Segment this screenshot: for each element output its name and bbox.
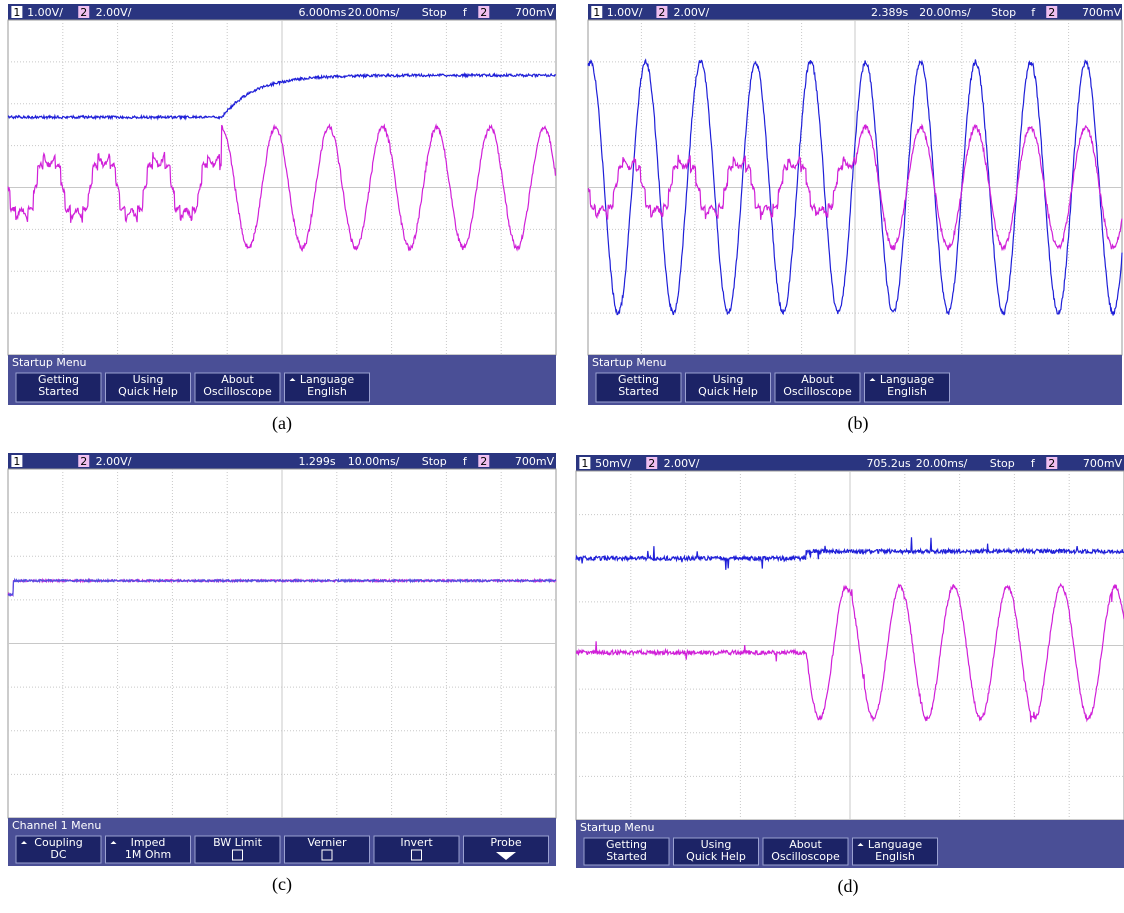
header-delay: 2.389s [871, 6, 908, 19]
softkey[interactable]: BW Limit [195, 836, 280, 863]
header-ch1-scale: 1.00V/ [27, 6, 63, 19]
softkey-label: English [307, 385, 347, 398]
header-timebase: 20.00ms/ [348, 6, 400, 19]
header-ch1-scale: 1.00V/ [607, 6, 643, 19]
header-mode: Stop [991, 6, 1016, 19]
header-delay: 1.299s [298, 455, 335, 468]
header-ch1-scale: 50mV/ [595, 457, 631, 470]
header-level: 700mV [1083, 457, 1123, 470]
menu-title: Channel 1 Menu [12, 819, 101, 832]
header-bar [8, 4, 556, 20]
header-timebase: 10.00ms/ [348, 455, 400, 468]
softkey-label: Probe [490, 836, 521, 849]
header-timebase: 20.00ms/ [919, 6, 971, 19]
header-timebase: 20.00ms/ [916, 457, 968, 470]
oscilloscope-panel: 11.00V/22.00V/2.389s20.00ms/Stopf2700mVS… [588, 4, 1122, 434]
softkey-label: English [875, 850, 915, 863]
header-level: 700mV [1082, 6, 1122, 19]
header-bar [8, 453, 556, 469]
channel-number: 2 [80, 6, 87, 19]
header-bar [576, 455, 1124, 471]
softkey-label: English [887, 385, 927, 398]
header-ch2-scale: 2.00V/ [664, 457, 700, 470]
softkey-label: Oscilloscope [783, 385, 852, 398]
softkey[interactable]: Probe [464, 836, 549, 863]
channel-number: 2 [80, 455, 87, 468]
softkey-label: DC [50, 848, 66, 861]
channel-number: 1 [593, 6, 600, 19]
softkey-label: BW Limit [213, 836, 262, 849]
channel-number: 2 [648, 457, 655, 470]
softkey[interactable]: Vernier [285, 836, 370, 863]
softkey-label: Invert [400, 836, 433, 849]
oscilloscope-panel: 11.00V/22.00V/6.000ms20.00ms/Stopf2700mV… [8, 4, 556, 434]
channel-number: 2 [1048, 6, 1055, 19]
softkey-label: 1M Ohm [125, 848, 171, 861]
softkey-label: Quick Help [118, 385, 178, 398]
header-level: 700mV [515, 455, 555, 468]
menu-title: Startup Menu [12, 356, 87, 369]
softkey-label: Started [38, 385, 79, 398]
channel-number: 2 [480, 455, 487, 468]
header-delay: 6.000ms [298, 6, 346, 19]
softkey-label: Vernier [307, 836, 347, 849]
channel-number: 2 [480, 6, 487, 19]
caption: (c) [272, 874, 292, 895]
channel-number: 2 [1048, 457, 1055, 470]
menu-title: Startup Menu [580, 821, 655, 834]
softkey[interactable]: Invert [374, 836, 459, 863]
header-level: 700mV [515, 6, 555, 19]
figure: 11.00V/22.00V/6.000ms20.00ms/Stopf2700mV… [0, 0, 1124, 909]
header-ch2-scale: 2.00V/ [673, 6, 709, 19]
channel-number: 1 [13, 6, 20, 19]
caption: (b) [848, 413, 869, 434]
header-bar [588, 4, 1122, 20]
header-delay: 705.2us [866, 457, 910, 470]
header-mode: Stop [422, 455, 447, 468]
softkey-label: Oscilloscope [771, 850, 840, 863]
menu-title: Startup Menu [592, 356, 667, 369]
softkey-label: Started [618, 385, 659, 398]
header-mode: Stop [990, 457, 1015, 470]
caption: (a) [272, 413, 292, 434]
caption: (d) [838, 876, 859, 897]
channel-number: 2 [658, 6, 665, 19]
channel-number: 1 [13, 455, 20, 468]
softkey-label: Quick Help [686, 850, 746, 863]
header-mode: Stop [422, 6, 447, 19]
softkey-label: Quick Help [698, 385, 758, 398]
header-ch2-scale: 2.00V/ [96, 6, 132, 19]
softkey-label: Oscilloscope [203, 385, 272, 398]
header-ch2-scale: 2.00V/ [96, 455, 132, 468]
softkey-label: Started [606, 850, 647, 863]
channel-number: 1 [581, 457, 588, 470]
